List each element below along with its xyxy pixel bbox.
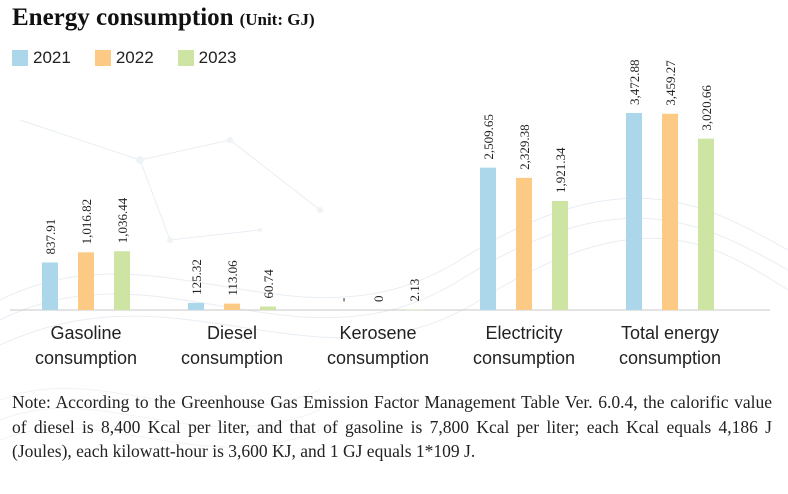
data-label-2023-0: 1,036.44 — [115, 197, 130, 243]
category-label-3-0: Electricity — [485, 323, 562, 343]
legend-swatch-2023 — [177, 50, 194, 66]
legend-item-2021: 2021 — [12, 48, 71, 68]
data-label-2023-2: 2.13 — [407, 279, 422, 302]
legend-item-2022: 2022 — [94, 48, 154, 68]
category-label-2-0: Kerosene — [339, 323, 416, 343]
bar-2022-4 — [662, 113, 678, 310]
bar-2021-3 — [480, 167, 496, 310]
bar-2023-2 — [406, 309, 422, 310]
category-label-0-0: Gasoline — [50, 323, 121, 343]
legend-label-2021: 2021 — [33, 48, 71, 67]
legend: 2021 2022 2023 — [12, 48, 236, 68]
bar-2023-4 — [698, 138, 714, 310]
data-label-2021-3: 2,509.65 — [481, 114, 496, 160]
legend-label-2022: 2022 — [115, 48, 154, 67]
legend-swatch-2021 — [12, 50, 28, 66]
legend-label-2023: 2023 — [198, 48, 237, 67]
data-label-2022-0: 1,016.82 — [79, 199, 94, 245]
title-text: Energy consumption — [12, 4, 234, 31]
bar-2023-0 — [114, 251, 130, 310]
data-label-2022-3: 2,329.38 — [517, 124, 532, 170]
legend-item-2023: 2023 — [177, 48, 237, 68]
bar-2021-4 — [626, 113, 642, 310]
data-label-2023-1: 60.74 — [261, 269, 276, 299]
category-label-3-1: consumption — [473, 348, 575, 368]
bar-2023-1 — [260, 306, 276, 310]
bar-2022-1 — [224, 303, 240, 310]
chart-title: Energy consumption (Unit: GJ) — [12, 4, 315, 32]
bar-2021-0 — [42, 262, 58, 310]
bar-2022-0 — [78, 252, 94, 310]
bar-2023-3 — [552, 201, 568, 310]
bar-2022-3 — [516, 177, 532, 310]
category-label-4-0: Total energy — [621, 323, 719, 343]
data-label-2023-3: 1,921.34 — [553, 147, 568, 193]
data-label-2021-2: - — [335, 298, 350, 302]
category-label-2-1: consumption — [327, 348, 429, 368]
data-label-2021-1: 125.32 — [189, 259, 204, 295]
data-label-2021-0: 837.91 — [43, 219, 58, 255]
data-label-2021-4: 3,472.88 — [627, 60, 642, 106]
data-label-2022-4: 3,459.27 — [663, 60, 678, 106]
legend-swatch-2022 — [94, 50, 111, 66]
bar-2021-1 — [188, 302, 204, 310]
bar-chart: 837.91 1,016.82 1,036.44 Gasoline consumptio… — [10, 60, 770, 368]
data-label-2023-4: 3,020.66 — [699, 85, 714, 131]
category-label-1-0: Diesel — [207, 323, 257, 343]
data-label-2022-1: 113.06 — [225, 260, 240, 296]
unit-text: (Unit: GJ) — [239, 10, 315, 29]
category-label-0-1: consumption — [35, 348, 137, 368]
category-label-1-1: consumption — [181, 348, 283, 368]
data-label-2022-2: 0 — [371, 296, 386, 303]
footnote: Note: According to the Greenhouse Gas Em… — [12, 392, 772, 461]
category-label-4-1: consumption — [619, 348, 721, 368]
